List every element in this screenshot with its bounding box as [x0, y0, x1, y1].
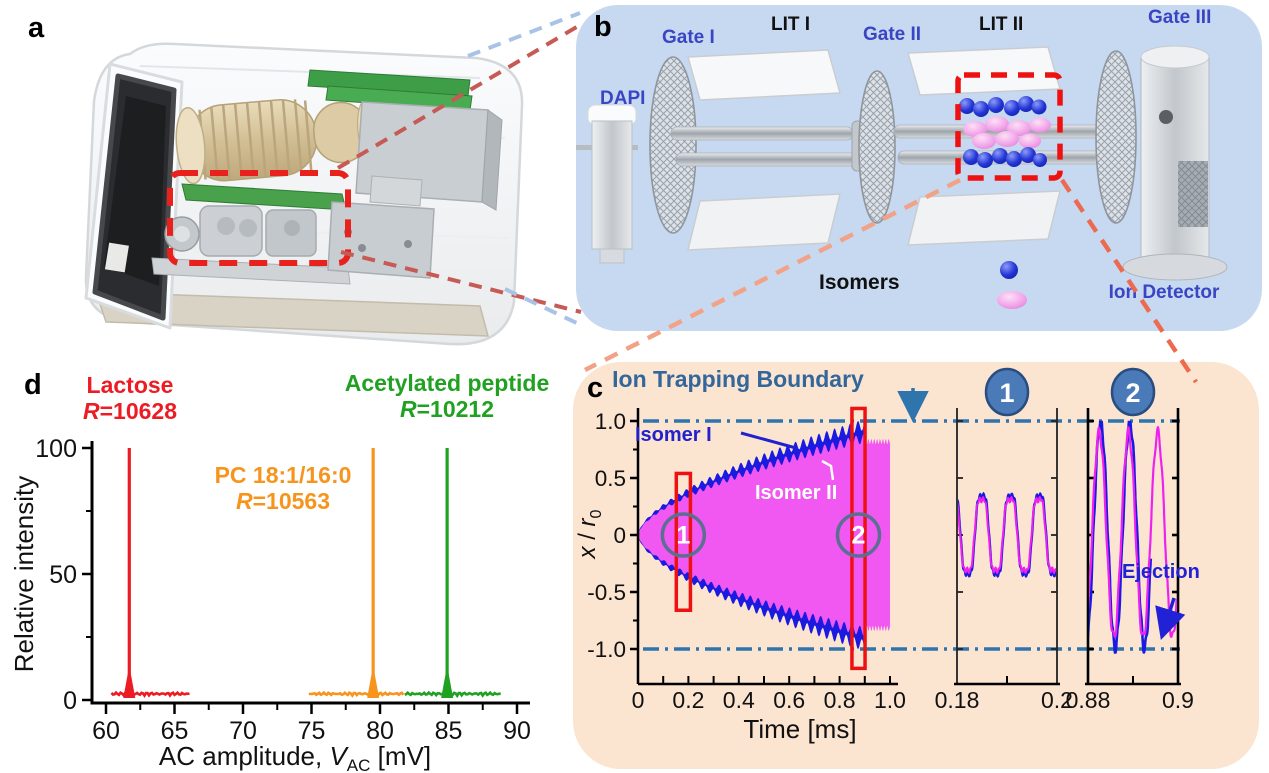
x-axis-title: Time [ms] — [743, 714, 857, 744]
y-axis-title: Relative intensity — [9, 475, 39, 673]
x-tick-label: 65 — [161, 717, 189, 745]
peak-compound-name: Lactose — [86, 372, 174, 398]
inset-x-tick-label: 0.18 — [935, 687, 980, 713]
window-number-2: 2 — [852, 522, 866, 550]
inset1-isomer2-trace — [958, 495, 1056, 575]
instrument-render — [84, 42, 524, 346]
x-tick-label: 0 — [632, 687, 645, 713]
y-tick-label: 0 — [613, 523, 626, 548]
panel-b-label: b — [594, 11, 612, 43]
label-gate1: Gate I — [662, 27, 715, 48]
inset2-isomer2-trace — [1089, 425, 1177, 639]
peak-label-3: Acetylated peptide R=10212 — [322, 370, 572, 423]
x-tick-label: 0.4 — [723, 687, 755, 713]
baseline-2 — [308, 690, 405, 699]
inset-x-tick-label: 0.9 — [1162, 687, 1194, 713]
panel-a-label: a — [28, 12, 45, 44]
x-tick-label: 90 — [503, 717, 531, 745]
ejection-arrow — [1155, 597, 1186, 641]
y-tick-label: 0 — [63, 687, 77, 715]
window-circle-2 — [835, 512, 882, 558]
x-tick-label: 80 — [366, 717, 394, 745]
plot-title: Ion Trapping Boundary — [612, 366, 864, 392]
x-tick-label: 60 — [92, 717, 120, 745]
gate1-mesh — [649, 56, 697, 234]
peak-compound-name: PC 18:1/16:0 — [214, 462, 352, 488]
panel-c: 1.0 0.5 0 -0.5 -1.0 0 0.2 0.4 0.6 0.8 1.0 1 2 0.18 0.2… — [573, 362, 1259, 769]
baseline-1 — [110, 690, 190, 699]
peak-label-2: PC 18:1/16:0 R=10563 — [158, 462, 408, 515]
isomer1-annotation: Isomer I — [635, 424, 712, 446]
ejection-annotation: Ejection — [1122, 561, 1200, 583]
baseline-3 — [404, 690, 501, 699]
window-number-1: 1 — [676, 522, 690, 550]
dapi-inlet — [587, 104, 637, 264]
serial-sticker — [104, 242, 129, 273]
label-gate2: Gate II — [863, 24, 922, 45]
panel-a: a — [10, 6, 566, 356]
highlight-window-1 — [674, 471, 693, 612]
window-circle-1 — [660, 512, 707, 558]
resolution-scan-plot: 0 50 100 60 65 70 75 80 85 90 — [35, 435, 531, 745]
gate2-mesh — [858, 70, 896, 224]
envelope-isomer2 — [638, 434, 890, 636]
y-axis-title: x / r0 — [574, 509, 605, 559]
isomer2-legend-icon — [997, 291, 1027, 309]
inset-badge-1 — [984, 367, 1030, 417]
x-tick-label: 0.8 — [824, 687, 856, 713]
x-tick-label: 0.2 — [672, 687, 704, 713]
isomer1-leader-line — [740, 431, 797, 450]
inset-x-tick-label: 0.2 — [1041, 687, 1073, 713]
label-isomers: Isomers — [819, 271, 900, 294]
panel-b: b DAPI Gate I LIT I Gate II LIT II Gate … — [576, 5, 1262, 331]
x-tick-label: 85 — [435, 717, 463, 745]
ion-detector — [1122, 45, 1228, 281]
y-tick-label: 50 — [49, 561, 77, 589]
peak-compound-name: Acetylated peptide — [344, 370, 550, 396]
inset-badge-number: 1 — [999, 378, 1014, 408]
trapped-ion-cloud — [959, 96, 1051, 168]
isomer2-annotation: Isomer II — [755, 482, 838, 504]
peak-resolution-value: R=10212 — [399, 395, 494, 422]
peak-label-1: Lactose R=10628 — [5, 372, 255, 425]
y-tick-label: 100 — [35, 435, 77, 463]
highlight-region-box — [167, 170, 351, 266]
isomer1-legend-icon — [1000, 261, 1018, 279]
label-ion-detector: Ion Detector — [1108, 282, 1220, 303]
highlight-window-2 — [850, 406, 867, 671]
label-gate3: Gate III — [1148, 7, 1212, 28]
inset-badge-number: 2 — [1125, 378, 1140, 408]
label-lit2: LIT II — [979, 14, 1024, 35]
ion-motion-plot: 1.00.50-0.5-1.00 0.2 0.4 0.6 0.8 1.01 20.18 0.2… — [587, 367, 1194, 713]
peak-resolution-value: R=10628 — [82, 397, 177, 424]
gate3-mesh — [1095, 50, 1137, 224]
isomer2-leader-line — [821, 459, 835, 481]
peak-resolution-value: R=10563 — [235, 487, 330, 514]
inset-x-tick-label: 0.88 — [1066, 687, 1111, 713]
y-tick-label: 0.5 — [595, 466, 626, 491]
label-dapi: DAPI — [600, 88, 646, 109]
x-axis-title: AC amplitude, VAC [mV] — [158, 741, 432, 773]
y-tick-label: 1.0 — [595, 409, 626, 434]
y-tick-label: -1.0 — [587, 637, 626, 662]
x-tick-label: 70 — [229, 717, 257, 745]
label-lit1: LIT I — [771, 14, 811, 35]
panel-d-label: d — [24, 369, 42, 401]
x-tick-label: 75 — [298, 717, 326, 745]
y-tick-label: -0.5 — [587, 580, 626, 605]
ion-cloud-highlight-box — [955, 72, 1063, 181]
panel-c-label: c — [587, 372, 604, 404]
x-tick-label: 0.6 — [773, 687, 805, 713]
panel-d: 0 50 100 60 65 70 75 80 85 90 d Relative intensit… — [0, 355, 573, 773]
lit1-trap — [670, 49, 864, 251]
x-tick-label: 1.0 — [874, 687, 906, 713]
